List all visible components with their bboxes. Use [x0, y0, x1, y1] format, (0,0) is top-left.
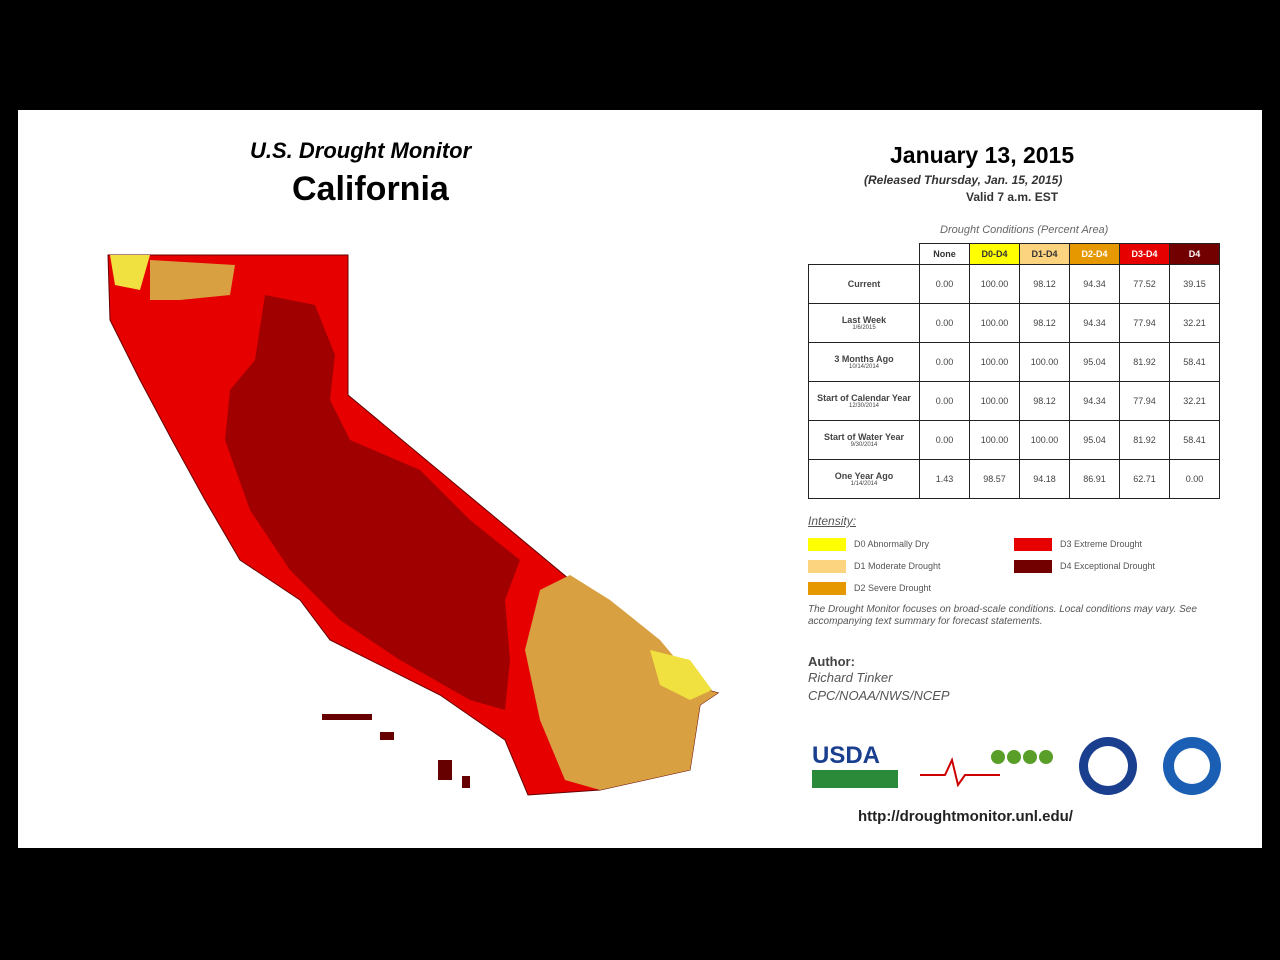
row-date: 12/30/2014	[848, 403, 880, 409]
cell: 100.00	[1019, 420, 1070, 460]
d4-area	[225, 295, 520, 710]
cell: 32.21	[1169, 381, 1220, 421]
row-title: Current	[847, 279, 881, 289]
row-label: Start of Water Year 9/30/2014	[808, 420, 920, 460]
row-date: 1/6/2015	[852, 325, 876, 331]
cell: 100.00	[1019, 342, 1070, 382]
row-label: Start of Calendar Year 12/30/2014	[808, 381, 920, 421]
cell: 86.91	[1069, 459, 1120, 499]
stats-table: None D0-D4 D1-D4 D2-D4 D3-D4 D4 Current 0.00 100…	[808, 243, 1220, 499]
cell: 94.34	[1069, 264, 1120, 304]
column-header: D4	[1169, 243, 1220, 265]
author-heading: Author:	[808, 654, 855, 669]
row-title: Start of Water Year	[823, 432, 905, 442]
d0-north	[110, 255, 150, 290]
column-header: None	[919, 243, 970, 265]
cell: 100.00	[969, 264, 1020, 304]
cell: 94.34	[1069, 303, 1120, 343]
row-title: Last Week	[841, 315, 887, 325]
usda-logo: USDA	[812, 742, 881, 769]
table-row: Current 0.00 100.00 98.12 94.34 77.52 39.15	[808, 264, 1220, 304]
legend-swatch	[1014, 560, 1052, 573]
column-header: D2-D4	[1069, 243, 1120, 265]
cell: 81.92	[1119, 342, 1170, 382]
url: http://droughtmonitor.unl.edu/	[858, 808, 1073, 825]
valid: Valid 7 a.m. EST	[966, 190, 1059, 204]
header-row: None D0-D4 D1-D4 D2-D4 D3-D4 D4	[809, 243, 1220, 265]
legend-swatch	[808, 560, 846, 573]
d0-area	[650, 650, 712, 700]
column-header: D3-D4	[1119, 243, 1170, 265]
cell: 100.00	[969, 303, 1020, 343]
cell: 100.00	[969, 381, 1020, 421]
d2-north	[150, 260, 235, 300]
cell: 98.57	[969, 459, 1020, 499]
table-row: One Year Ago 1/14/2014 1.43 98.57 94.18 86.91…	[808, 459, 1220, 499]
title: U.S. Drought Monitor	[250, 138, 472, 163]
table-row: Start of Calendar Year 12/30/2014 0.00 100.…	[808, 381, 1220, 421]
cell: 62.71	[1119, 459, 1170, 499]
cell: 94.18	[1019, 459, 1070, 499]
row-date: 10/14/2014	[848, 364, 880, 370]
cell: 100.00	[969, 420, 1020, 460]
table-row: Start of Water Year 9/30/2014 0.00 100.00 10…	[808, 420, 1220, 460]
legend-swatch	[1014, 538, 1052, 551]
row-date: 9/30/2014	[850, 442, 878, 448]
row-title: Start of Calendar Year	[817, 393, 911, 403]
cell: 58.41	[1169, 420, 1220, 460]
legend-label: D1 Moderate Drought	[854, 561, 941, 571]
legend-swatch	[808, 582, 846, 595]
cell: 81.92	[1119, 420, 1170, 460]
row-date: 1/14/2014	[850, 481, 878, 487]
legend-label: D3 Extreme Drought	[1060, 539, 1143, 549]
noaa-inner	[1174, 748, 1210, 784]
ndmc-line	[920, 756, 1000, 788]
row-title: One Year Ago	[834, 471, 894, 481]
islands	[322, 714, 470, 788]
author-name: Richard Tinker	[808, 670, 893, 685]
d2-area	[525, 575, 718, 790]
cell: 95.04	[1069, 420, 1120, 460]
usda-stripe	[812, 770, 898, 788]
cell: 39.15	[1169, 264, 1220, 304]
region: California	[292, 170, 449, 208]
legend-label: D2 Severe Drought	[854, 583, 932, 593]
legend-swatch	[808, 538, 846, 551]
ndmc-trees	[991, 750, 1053, 764]
author-org: CPC/NOAA/NWS/NCEP	[808, 688, 950, 703]
legend-label: D4 Exceptional Drought	[1060, 561, 1156, 571]
column-header: D1-D4	[1019, 243, 1070, 265]
date: January 13, 2015	[890, 142, 1075, 168]
cell: 98.12	[1019, 264, 1070, 304]
cell: 0.00	[1169, 459, 1220, 499]
doc-seal-inner	[1088, 746, 1128, 786]
row-label: Last Week 1/6/2015	[808, 303, 920, 343]
row-label: One Year Ago 1/14/2014	[808, 459, 920, 499]
legend-title: Intensity:	[808, 514, 857, 528]
cell: 0.00	[919, 303, 970, 343]
row-title: 3 Months Ago	[834, 354, 894, 364]
table-caption: Drought Conditions (Percent Area)	[940, 224, 1109, 236]
note: The Drought Monitor focuses on broad-sca…	[808, 604, 1197, 627]
released: (Released Thursday, Jan. 15, 2015)	[864, 173, 1063, 187]
cell: 1.43	[919, 459, 970, 499]
legend-label: D0 Abnormally Dry	[854, 539, 930, 549]
